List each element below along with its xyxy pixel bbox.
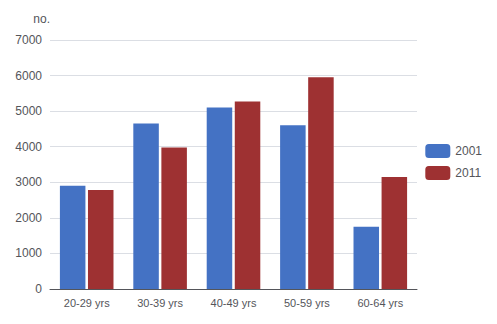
svg-text:60-64 yrs: 60-64 yrs (357, 297, 403, 309)
svg-text:2011: 2011 (455, 166, 481, 180)
svg-text:40-49 yrs: 40-49 yrs (211, 297, 257, 309)
svg-text:1000: 1000 (15, 246, 42, 260)
svg-text:30-39 yrs: 30-39 yrs (137, 297, 183, 309)
svg-text:4000: 4000 (15, 140, 42, 154)
svg-text:2001: 2001 (455, 144, 482, 158)
svg-text:7000: 7000 (15, 33, 42, 47)
svg-text:6000: 6000 (15, 69, 42, 83)
svg-text:2000: 2000 (15, 211, 42, 225)
svg-text:3000: 3000 (15, 175, 42, 189)
svg-text:0: 0 (35, 282, 42, 296)
svg-text:50-59 yrs: 50-59 yrs (284, 297, 330, 309)
svg-text:no.: no. (33, 12, 50, 26)
svg-text:20-29 yrs: 20-29 yrs (64, 297, 110, 309)
svg-text:5000: 5000 (15, 104, 42, 118)
